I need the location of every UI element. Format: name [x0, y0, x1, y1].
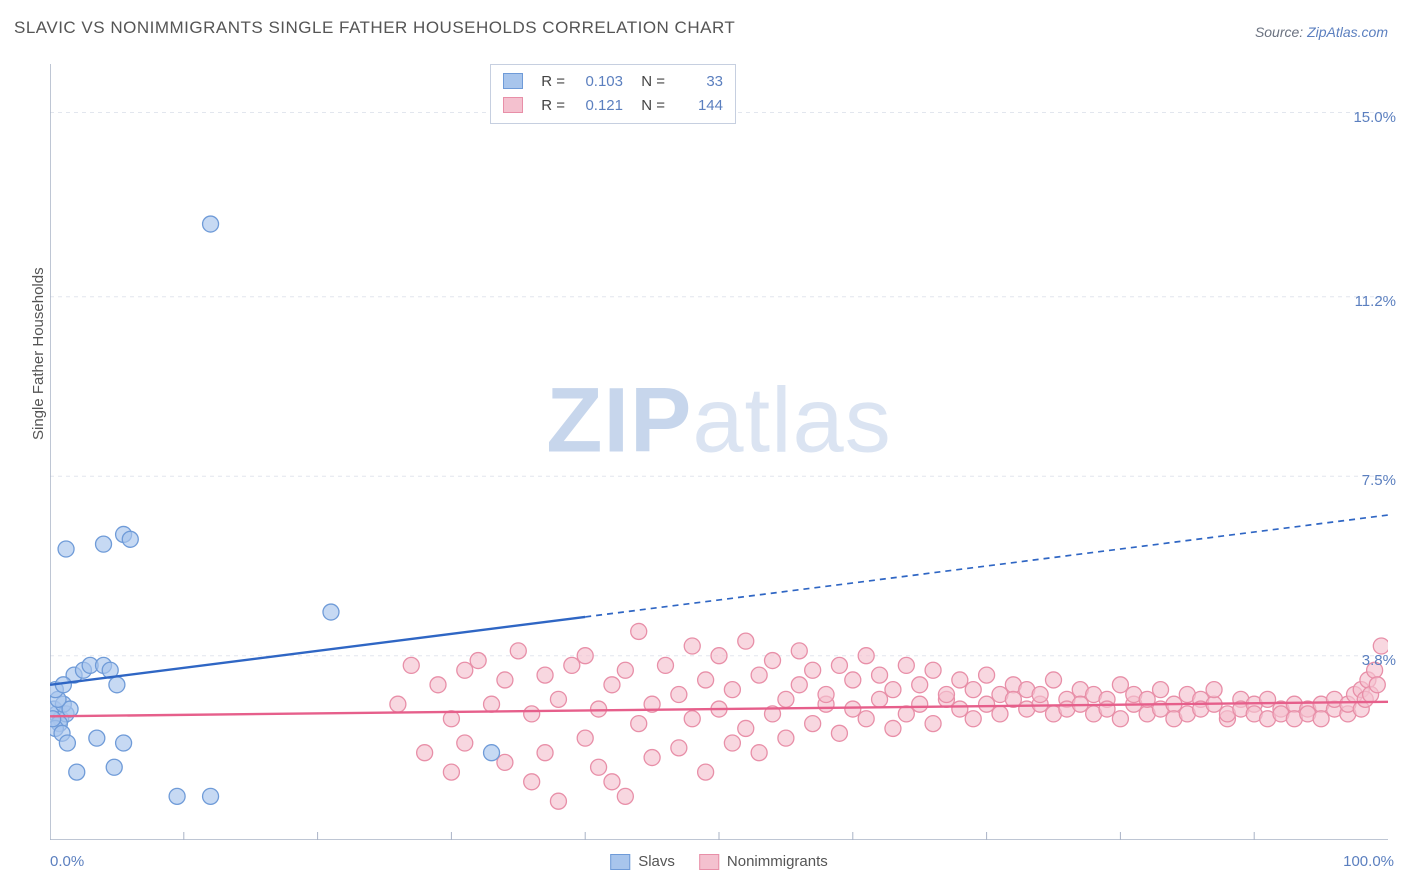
source-attribution: Source: ZipAtlas.com	[1255, 24, 1388, 40]
source-prefix: Source:	[1255, 24, 1307, 40]
plot-area: ZIPatlas R = 0.103 N = 33 R = 0.121 N = …	[50, 64, 1388, 840]
y-tick-3: 15.0%	[1353, 109, 1396, 126]
label-R: R =	[531, 73, 565, 90]
swatch-slavs	[610, 854, 630, 870]
x-axis-max-label: 100.0%	[1343, 853, 1394, 870]
value-R-slavs: 0.103	[573, 73, 623, 90]
value-N-slavs: 33	[673, 73, 723, 90]
source-link[interactable]: ZipAtlas.com	[1307, 24, 1388, 40]
legend-item-nonimmigrants: Nonimmigrants	[699, 853, 828, 870]
series-legend: Slavs Nonimmigrants	[610, 853, 828, 870]
chart-container: SLAVIC VS NONIMMIGRANTS SINGLE FATHER HO…	[0, 0, 1406, 892]
x-axis-min-label: 0.0%	[50, 853, 84, 870]
swatch-nonimmigrants	[503, 97, 523, 113]
value-R-nonimmigrants: 0.121	[573, 97, 623, 114]
legend-label-slavs: Slavs	[638, 853, 675, 870]
swatch-slavs	[503, 73, 523, 89]
swatch-nonimmigrants	[699, 854, 719, 870]
stats-legend: R = 0.103 N = 33 R = 0.121 N = 144	[490, 64, 736, 124]
legend-label-nonimmigrants: Nonimmigrants	[727, 853, 828, 870]
stats-row-slavs: R = 0.103 N = 33	[503, 69, 723, 93]
legend-item-slavs: Slavs	[610, 853, 675, 870]
label-N: N =	[631, 97, 665, 114]
stats-row-nonimmigrants: R = 0.121 N = 144	[503, 93, 723, 117]
value-N-nonimmigrants: 144	[673, 97, 723, 114]
y-tick-1: 7.5%	[1362, 472, 1396, 489]
y-tick-0: 3.8%	[1362, 652, 1396, 669]
chart-title: SLAVIC VS NONIMMIGRANTS SINGLE FATHER HO…	[14, 18, 735, 38]
y-axis-label: Single Father Households	[30, 267, 47, 440]
chart-svg	[50, 64, 1388, 840]
label-N: N =	[631, 73, 665, 90]
y-tick-2: 11.2%	[1355, 293, 1396, 310]
label-R: R =	[531, 97, 565, 114]
